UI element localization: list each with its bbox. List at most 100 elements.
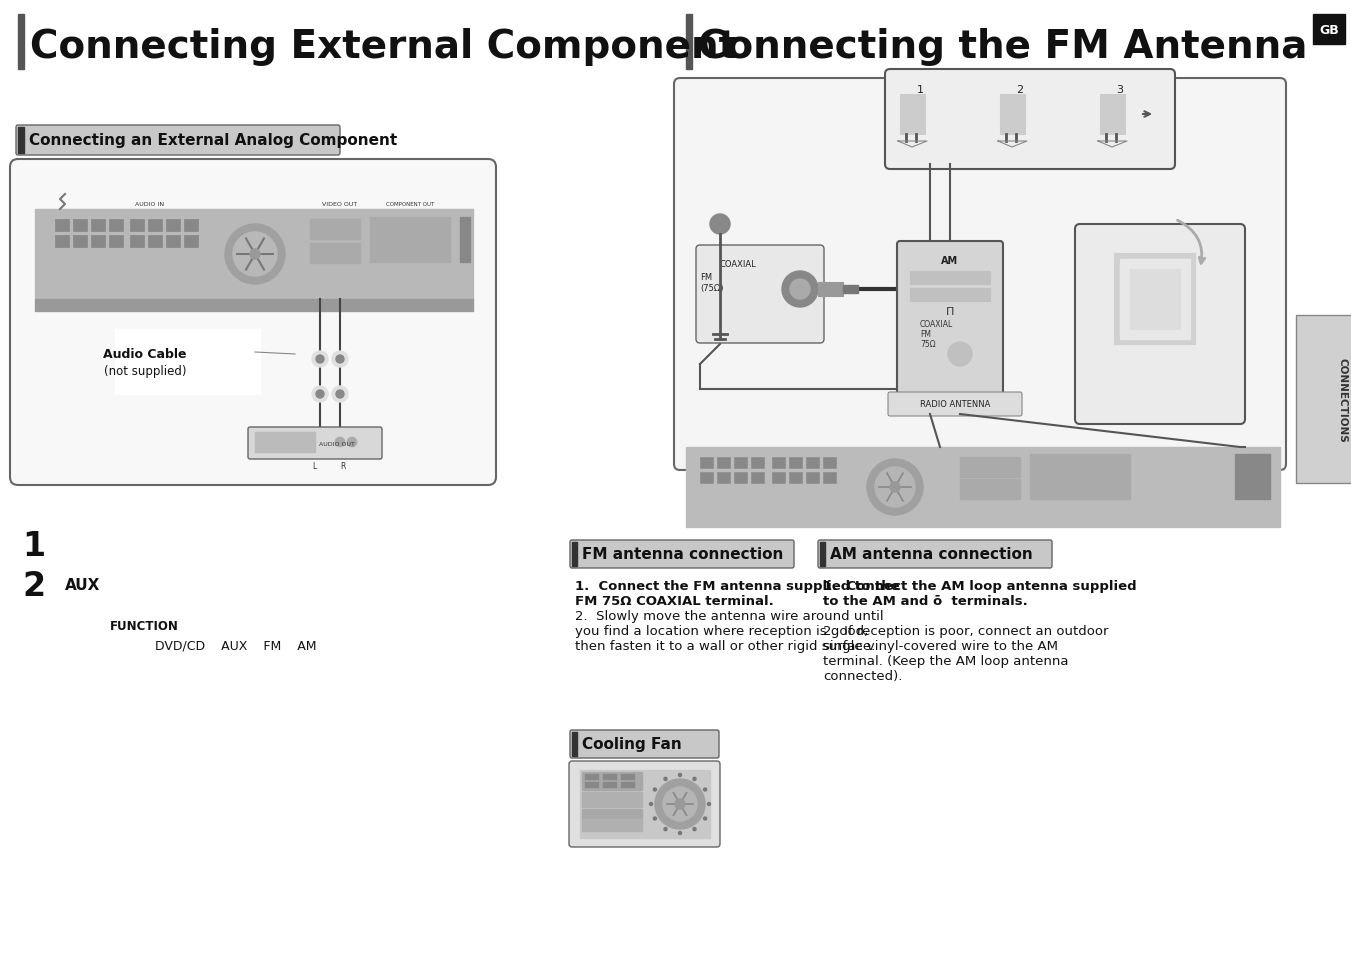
Bar xyxy=(900,95,925,135)
Text: terminal. (Keep the AM loop antenna: terminal. (Keep the AM loop antenna xyxy=(823,655,1069,667)
Circle shape xyxy=(654,788,657,791)
Text: 1.  Connect the FM antenna supplied to the: 1. Connect the FM antenna supplied to th… xyxy=(576,579,900,593)
Text: COAXIAL: COAXIAL xyxy=(920,319,954,329)
Circle shape xyxy=(332,387,349,402)
Bar xyxy=(130,235,145,248)
Circle shape xyxy=(782,272,817,308)
Text: then fasten it to a wall or other rigid surface.: then fasten it to a wall or other rigid … xyxy=(576,639,875,652)
Bar xyxy=(109,235,123,248)
Bar xyxy=(734,457,747,469)
Bar xyxy=(571,732,577,757)
Bar xyxy=(582,809,642,820)
Text: FM 75Ω COAXIAL terminal.: FM 75Ω COAXIAL terminal. xyxy=(576,595,774,607)
Text: FM
(75Ω): FM (75Ω) xyxy=(700,273,724,293)
Text: 2: 2 xyxy=(1016,85,1024,95)
Bar xyxy=(149,235,162,248)
Circle shape xyxy=(347,437,357,448)
Circle shape xyxy=(867,459,923,516)
Bar xyxy=(807,457,819,469)
FancyBboxPatch shape xyxy=(897,242,1002,397)
FancyBboxPatch shape xyxy=(569,761,720,847)
Circle shape xyxy=(226,225,285,285)
Circle shape xyxy=(711,214,730,234)
Bar xyxy=(91,235,105,248)
Circle shape xyxy=(650,802,653,805)
Text: AUDIO IN: AUDIO IN xyxy=(135,202,165,207)
Bar xyxy=(585,774,598,781)
Bar xyxy=(55,220,69,232)
Text: Cooling Fan: Cooling Fan xyxy=(582,737,682,752)
Bar xyxy=(911,289,990,302)
Text: DVD/CD    AUX    FM    AM: DVD/CD AUX FM AM xyxy=(155,639,316,652)
Circle shape xyxy=(332,352,349,368)
Bar xyxy=(184,235,199,248)
Bar xyxy=(73,220,86,232)
Circle shape xyxy=(890,482,900,493)
Text: to the AM and ō  terminals.: to the AM and ō terminals. xyxy=(823,595,1028,607)
Text: AM: AM xyxy=(942,255,959,266)
Text: RADIO ANTENNA: RADIO ANTENNA xyxy=(920,400,990,409)
Text: 3: 3 xyxy=(1116,85,1124,95)
Text: 2: 2 xyxy=(22,569,45,602)
Bar xyxy=(582,772,642,790)
Circle shape xyxy=(316,355,324,364)
Bar xyxy=(18,128,24,153)
Bar xyxy=(789,457,802,469)
Bar xyxy=(686,448,1279,527)
Bar xyxy=(582,792,642,807)
Text: you find a location where reception is good,: you find a location where reception is g… xyxy=(576,624,869,638)
Circle shape xyxy=(678,774,681,777)
Text: Connecting External Component: Connecting External Component xyxy=(30,28,738,66)
Circle shape xyxy=(693,778,696,781)
Bar xyxy=(717,473,730,483)
Bar xyxy=(817,283,843,296)
Text: VIDEO OUT: VIDEO OUT xyxy=(323,202,358,207)
Bar xyxy=(1100,95,1125,135)
Bar xyxy=(1129,270,1179,330)
Bar xyxy=(621,774,635,781)
Bar xyxy=(686,448,1279,527)
Circle shape xyxy=(316,391,324,398)
FancyBboxPatch shape xyxy=(888,393,1021,416)
Text: single vinyl-covered wire to the AM: single vinyl-covered wire to the AM xyxy=(823,639,1058,652)
FancyBboxPatch shape xyxy=(817,540,1052,568)
Bar xyxy=(686,15,692,70)
Bar xyxy=(700,457,713,469)
Circle shape xyxy=(654,817,657,821)
Text: FM: FM xyxy=(920,330,931,338)
Circle shape xyxy=(948,343,971,367)
Circle shape xyxy=(708,802,711,805)
Bar xyxy=(603,774,617,781)
Text: 2.  Slowly move the antenna wire around until: 2. Slowly move the antenna wire around u… xyxy=(576,609,884,622)
Bar xyxy=(1120,260,1190,339)
Bar xyxy=(961,479,1020,499)
Bar xyxy=(309,244,359,264)
Circle shape xyxy=(250,250,259,260)
Circle shape xyxy=(312,387,328,402)
FancyBboxPatch shape xyxy=(249,428,382,459)
Bar xyxy=(115,330,259,395)
Bar xyxy=(370,218,450,263)
Circle shape xyxy=(232,233,277,276)
Text: GB: GB xyxy=(1319,24,1339,36)
Bar xyxy=(585,782,598,788)
Bar xyxy=(109,220,123,232)
Bar xyxy=(751,457,765,469)
Bar xyxy=(55,235,69,248)
Circle shape xyxy=(875,468,915,507)
Text: Audio Cable: Audio Cable xyxy=(103,348,186,361)
Bar xyxy=(130,220,145,232)
Bar xyxy=(700,473,713,483)
Text: AUX: AUX xyxy=(65,578,100,593)
Bar xyxy=(571,542,577,566)
FancyBboxPatch shape xyxy=(1075,225,1246,424)
Bar xyxy=(789,473,802,483)
Bar xyxy=(807,473,819,483)
Circle shape xyxy=(663,778,667,781)
Circle shape xyxy=(704,788,707,791)
Bar xyxy=(823,473,836,483)
Bar xyxy=(18,15,24,70)
Circle shape xyxy=(678,832,681,835)
Bar xyxy=(580,770,711,838)
Text: Π: Π xyxy=(946,307,954,316)
